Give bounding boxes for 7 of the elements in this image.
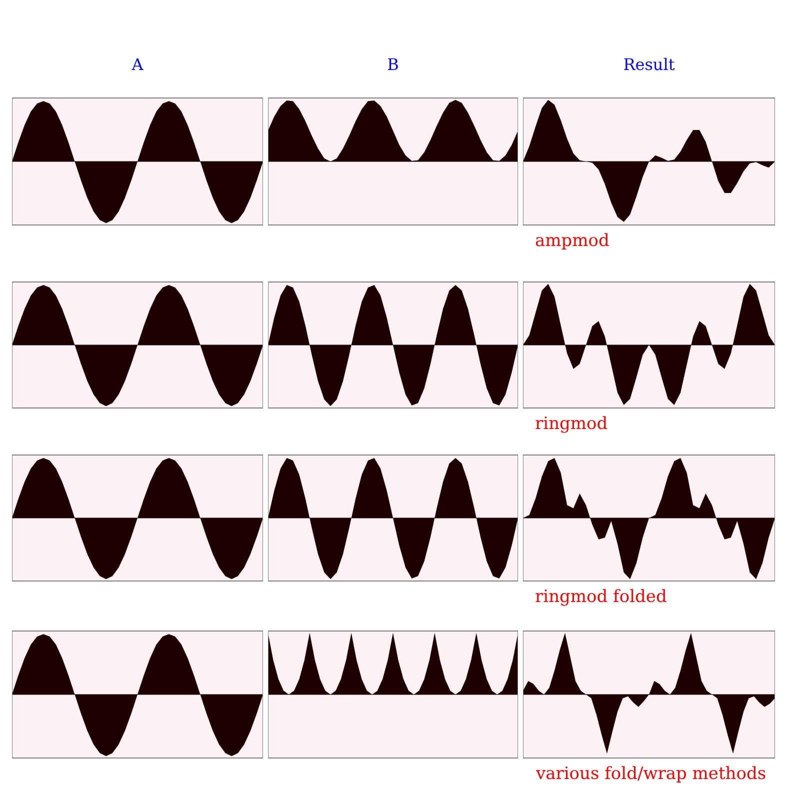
chart-title: A [130, 55, 144, 74]
text: ringmod folded [535, 587, 667, 607]
text: various fold/wrap methods [535, 764, 766, 784]
text: ringmod [535, 414, 608, 434]
chart-title: Result [623, 55, 676, 74]
text: ampmod [535, 231, 610, 251]
chart-title: B [387, 55, 399, 74]
